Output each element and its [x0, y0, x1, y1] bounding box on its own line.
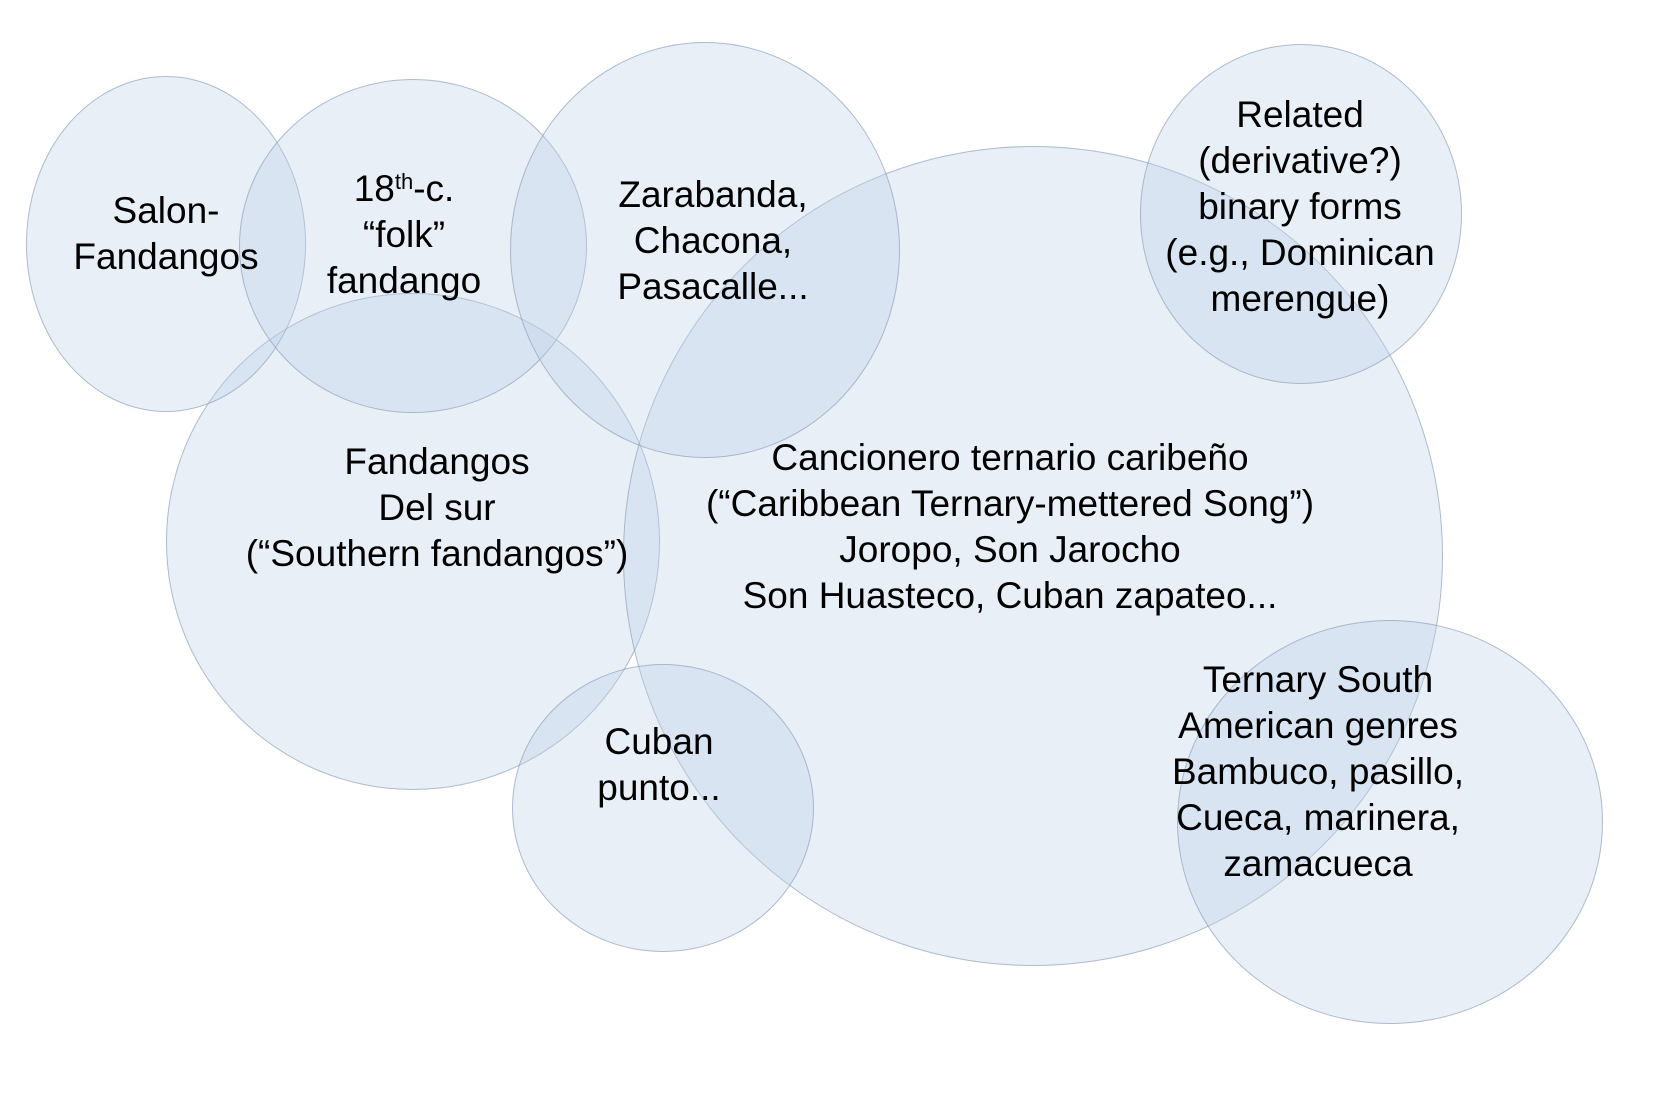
label-line: Cueca, marinera, [1176, 797, 1460, 838]
label-fandangos-del-sur: Fandangos Del sur (“Southern fandangos”) [197, 439, 677, 577]
ellipse-cuban-punto [512, 664, 814, 952]
label-line: Pasacalle... [617, 266, 809, 307]
label-line: Fandangos [344, 441, 530, 482]
superscript-th: th [394, 168, 414, 194]
label-line: (e.g., Dominican [1165, 232, 1435, 273]
label-folk-fandango: 18th-c. “folk” fandango [254, 166, 554, 304]
label-line: fandango [326, 260, 482, 301]
label-line: “folk” [362, 214, 446, 255]
label-line: Cuban [604, 721, 714, 762]
label-line: merengue) [1210, 278, 1390, 319]
label-related-binary-forms: Related (derivative?) binary forms (e.g.… [1110, 92, 1490, 322]
label-line: punto... [597, 767, 721, 808]
label-salon-fandangos: Salon- Fandangos [16, 188, 316, 280]
label-line: Del sur [378, 487, 496, 528]
label-zarabanda: Zarabanda, Chacona, Pasacalle... [533, 172, 893, 310]
label-cancionero-ternario-caribeno: Cancionero ternario caribeño (“Caribbean… [650, 435, 1370, 619]
label-line: (derivative?) [1198, 140, 1402, 181]
label-line: zamacueca [1223, 843, 1413, 884]
label-line: (“Caribbean Ternary-mettered Song”) [705, 483, 1315, 524]
label-line: binary forms [1198, 186, 1402, 227]
label-line: 18th-c. [353, 168, 455, 209]
label-line: Chacona, [633, 220, 793, 261]
label-line: (“Southern fandangos”) [245, 533, 629, 574]
label-line: Ternary South [1202, 659, 1434, 700]
label-line: Fandangos [73, 236, 259, 277]
label-line: Bambuco, pasillo, [1171, 751, 1465, 792]
ellipse-zarabanda [510, 42, 900, 458]
label-line: Salon- [112, 190, 220, 231]
label-cuban-punto: Cuban punto... [509, 719, 809, 811]
label-line: Son Huasteco, Cuban zapateo... [742, 575, 1278, 616]
label-line: American genres [1178, 705, 1458, 746]
label-line: Zarabanda, [618, 174, 808, 215]
label-line: Cancionero ternario caribeño [771, 437, 1249, 478]
label-line: Joropo, Son Jarocho [839, 529, 1181, 570]
ellipse-related-binary-forms [1140, 44, 1462, 384]
ellipse-ternary-south-american [1177, 620, 1603, 1024]
label-line: Related [1236, 94, 1364, 135]
label-ternary-south-american-genres: Ternary South American genres Bambuco, p… [1108, 657, 1528, 887]
